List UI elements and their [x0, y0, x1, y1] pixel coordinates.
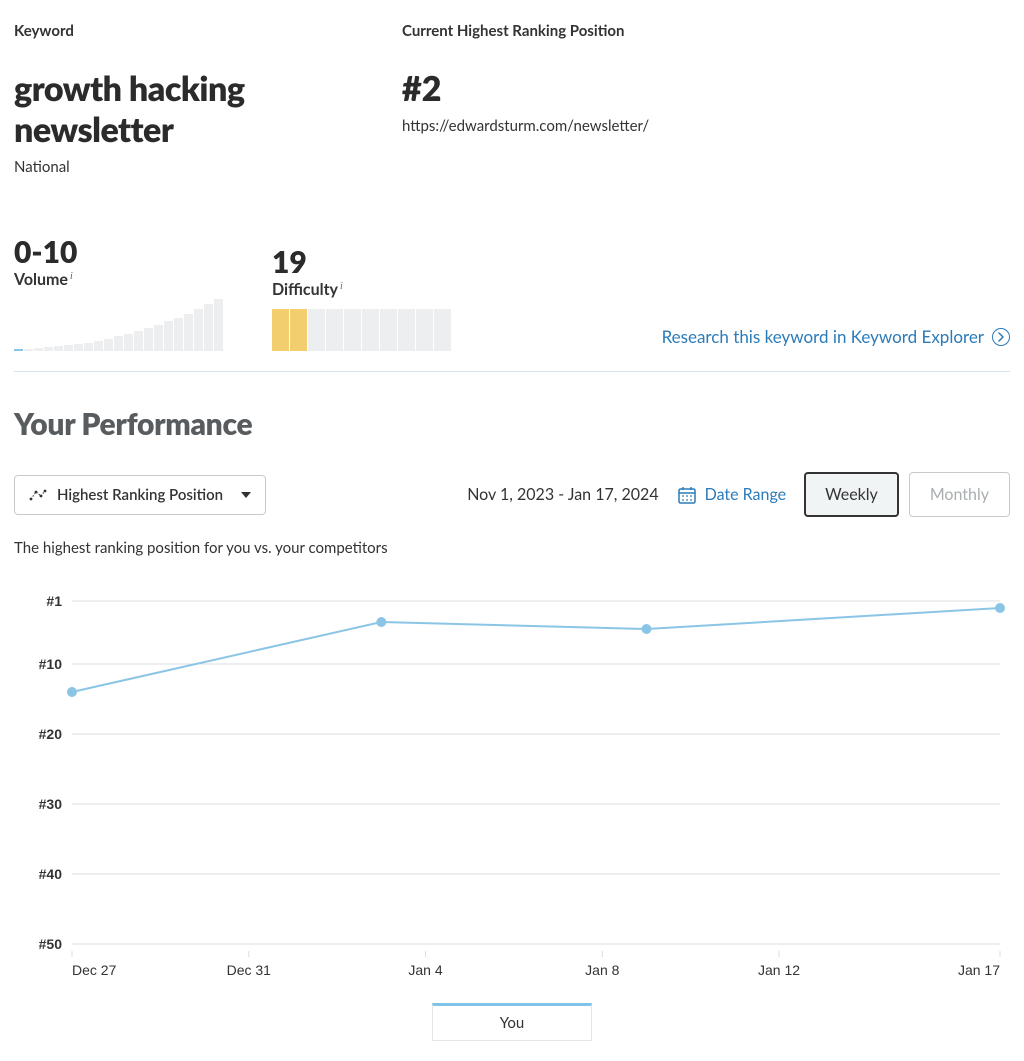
- keyword-label: Keyword: [14, 22, 402, 40]
- svg-text:Jan 17: Jan 17: [958, 962, 1000, 978]
- interval-toggle: Weekly Monthly: [804, 472, 1010, 517]
- svg-text:Dec 27: Dec 27: [72, 962, 117, 978]
- keyword-value: growth hacking newsletter: [14, 68, 402, 150]
- chart-subtitle: The highest ranking position for you vs.…: [14, 539, 1010, 557]
- svg-text:#1: #1: [46, 593, 62, 609]
- metric-dropdown[interactable]: Highest Ranking Position: [14, 475, 266, 515]
- monthly-toggle[interactable]: Monthly: [909, 472, 1010, 517]
- info-icon[interactable]: i: [70, 271, 73, 282]
- line-chart-icon: [29, 488, 47, 502]
- ranking-label: Current Highest Ranking Position: [402, 22, 1010, 40]
- ranking-url: https://edwardsturm.com/newsletter/: [402, 117, 1010, 135]
- svg-text:#20: #20: [39, 726, 63, 742]
- date-range-link[interactable]: Date Range: [677, 485, 786, 505]
- chart-legend-you[interactable]: You: [432, 1003, 592, 1041]
- keyword-column: Keyword growth hacking newsletter Nation…: [14, 22, 402, 176]
- svg-text:Jan 12: Jan 12: [758, 962, 800, 978]
- metrics-row: 0-10 Volumei 19 Difficultyi Research thi…: [14, 234, 1010, 372]
- difficulty-label: Difficultyi: [272, 280, 530, 299]
- volume-metric: 0-10 Volumei: [14, 234, 272, 351]
- svg-text:#30: #30: [39, 796, 63, 812]
- svg-text:#50: #50: [39, 936, 63, 952]
- difficulty-value: 19: [272, 244, 530, 280]
- svg-text:#10: #10: [39, 656, 63, 672]
- keyword-header: Keyword growth hacking newsletter Nation…: [14, 22, 1010, 176]
- svg-text:#40: #40: [39, 866, 63, 882]
- difficulty-metric: 19 Difficultyi: [272, 244, 530, 351]
- ranking-column: Current Highest Ranking Position #2 http…: [402, 22, 1010, 176]
- arrow-right-circle-icon: [992, 328, 1010, 346]
- research-keyword-link[interactable]: Research this keyword in Keyword Explore…: [662, 326, 1010, 351]
- volume-label: Volumei: [14, 270, 272, 289]
- svg-text:Dec 31: Dec 31: [227, 962, 272, 978]
- calendar-icon: [677, 485, 697, 505]
- volume-value: 0-10: [14, 234, 272, 270]
- ranking-value: #2: [402, 68, 1010, 109]
- svg-text:Jan 4: Jan 4: [408, 962, 442, 978]
- ranking-chart: #1 #10 #20 #30 #40 #50 Dec 27 Dec 31 Jan 4 Jan 8 J…: [14, 591, 1010, 1041]
- info-icon[interactable]: i: [340, 281, 343, 292]
- keyword-scope: National: [14, 158, 402, 176]
- volume-sparkline: [14, 299, 272, 351]
- performance-title: Your Performance: [14, 406, 1010, 442]
- weekly-toggle[interactable]: Weekly: [804, 472, 899, 517]
- svg-text:Jan 8: Jan 8: [585, 962, 619, 978]
- chart-controls: Highest Ranking Position Nov 1, 2023 - J…: [14, 472, 1010, 517]
- difficulty-bar: [272, 309, 530, 351]
- chevron-down-icon: [241, 492, 251, 498]
- date-range-text: Nov 1, 2023 - Jan 17, 2024: [467, 485, 658, 504]
